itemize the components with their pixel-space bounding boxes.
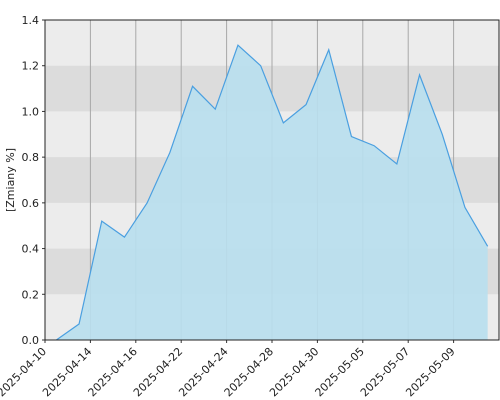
y-axis-label: [Zmiany %] bbox=[4, 148, 17, 212]
y-tick-label: 0.6 bbox=[22, 197, 40, 210]
y-tick-label: 0.2 bbox=[22, 288, 40, 301]
y-tick-label: 0.4 bbox=[22, 243, 40, 256]
y-tick-label: 0.8 bbox=[22, 151, 40, 164]
y-tick-label: 1.4 bbox=[22, 14, 40, 27]
y-tick-label: 1.2 bbox=[22, 60, 40, 73]
line bbox=[56, 44, 489, 341]
y-tick-label: 0.0 bbox=[22, 334, 40, 347]
y-tick-label: 1.0 bbox=[22, 105, 40, 118]
plot-border bbox=[44, 19, 500, 341]
area bbox=[56, 45, 488, 341]
x-tick-label: 2025-05-09 bbox=[403, 345, 457, 399]
